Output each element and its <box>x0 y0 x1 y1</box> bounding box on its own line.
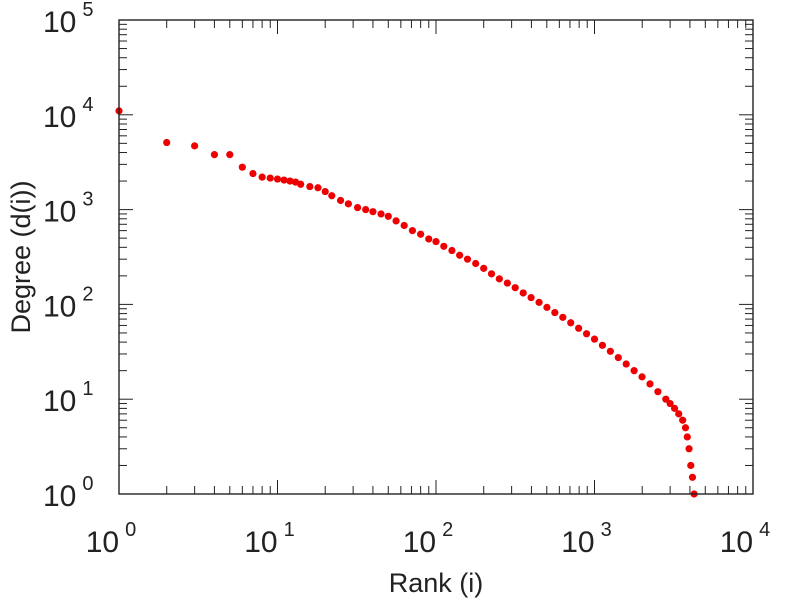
data-point <box>353 203 362 212</box>
data-point <box>472 259 480 268</box>
data-point <box>258 173 266 181</box>
data-point <box>456 251 464 259</box>
data-point <box>249 169 257 178</box>
data-point <box>575 324 583 332</box>
data-point <box>400 221 408 230</box>
y-tick-label: 10 3 <box>43 189 94 229</box>
data-point <box>344 200 352 208</box>
data-points <box>115 107 698 498</box>
data-point <box>543 303 551 311</box>
plot-frame <box>118 19 754 495</box>
data-point <box>638 373 646 381</box>
x-tick-label: 10 3 <box>561 519 612 559</box>
data-point <box>683 433 691 441</box>
data-point <box>273 175 282 183</box>
data-point <box>314 184 322 192</box>
data-point <box>519 289 527 297</box>
data-point <box>598 341 607 349</box>
y-tick-label: 10 1 <box>43 378 94 418</box>
x-tick-label: 10 1 <box>244 519 295 559</box>
data-point <box>590 335 599 343</box>
data-point <box>286 177 294 185</box>
data-point <box>511 284 519 292</box>
data-point <box>210 151 219 159</box>
data-point <box>606 347 614 355</box>
data-point <box>448 246 456 255</box>
data-point <box>463 255 472 263</box>
x-tick-label: 10 0 <box>86 519 137 559</box>
data-point <box>495 275 503 283</box>
x-axis-label: Rank (i) <box>389 568 484 598</box>
data-point <box>551 308 559 317</box>
axis-ticks <box>118 20 753 495</box>
data-point <box>440 242 448 250</box>
data-point <box>666 399 674 408</box>
data-point <box>503 279 511 287</box>
data-point <box>297 180 305 188</box>
data-point <box>567 319 575 327</box>
data-point <box>336 196 345 205</box>
data-point <box>408 227 417 235</box>
data-point <box>384 212 392 220</box>
data-point <box>687 461 695 470</box>
data-point <box>487 270 496 278</box>
y-tick-label: 10 4 <box>43 94 94 134</box>
x-tick-label: 10 4 <box>720 519 771 559</box>
data-point <box>226 151 234 159</box>
data-point <box>321 187 329 196</box>
data-point <box>622 360 630 368</box>
data-point <box>559 313 567 321</box>
data-point <box>238 163 246 171</box>
data-point <box>163 138 171 147</box>
data-point <box>328 192 336 200</box>
data-point <box>266 174 274 182</box>
y-tick-label: 10 2 <box>43 283 94 323</box>
data-point <box>646 380 654 388</box>
data-point <box>675 410 683 418</box>
data-point <box>654 388 662 396</box>
y-tick-label: 10 0 <box>43 473 94 513</box>
data-point <box>670 404 679 412</box>
data-point <box>432 237 440 246</box>
data-point <box>681 424 690 432</box>
x-tick-label: 10 2 <box>403 519 454 559</box>
data-point <box>362 206 370 214</box>
data-point <box>582 330 591 338</box>
y-axis-label: Degree (d(i)) <box>6 180 36 333</box>
data-point <box>630 367 638 375</box>
y-tick-label: 10 5 <box>43 0 94 39</box>
data-point <box>614 353 622 362</box>
data-point <box>527 293 535 302</box>
data-point <box>377 210 385 218</box>
data-point <box>685 445 693 453</box>
data-point <box>369 208 377 216</box>
data-point <box>679 416 687 424</box>
data-point <box>417 230 425 238</box>
data-point <box>480 264 488 272</box>
data-point <box>425 235 433 243</box>
data-point <box>688 473 697 481</box>
data-point <box>535 298 543 306</box>
data-point <box>280 176 288 184</box>
tick-labels: 10 0 10 1 10 2 10 3 10 4 10 0 10 1 10 2 10 3 10 4 10 5 <box>43 0 770 559</box>
data-point <box>191 142 199 150</box>
data-point <box>306 182 314 191</box>
data-point <box>392 217 400 225</box>
